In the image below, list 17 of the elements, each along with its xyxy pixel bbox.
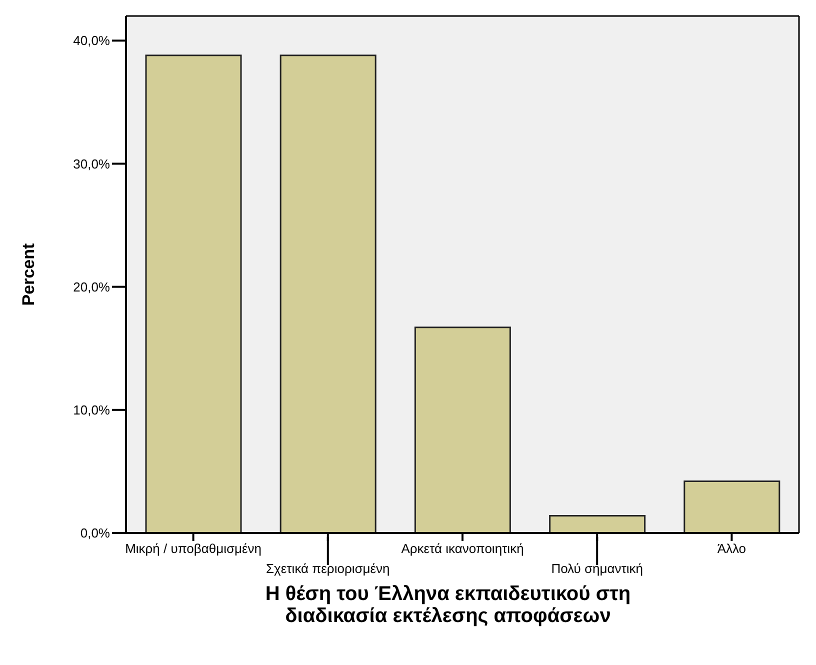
y-tick-label: 10,0% [73,402,110,418]
y-axis-title: Percent [19,242,38,306]
x-tick-label: Μικρή / υποβαθμισμένη [125,541,262,556]
y-tick-label: 40,0% [73,33,110,48]
x-tick-label: Αρκετά ικανοποιητική [401,541,524,556]
x-tick-label: Άλλο [717,541,746,556]
y-tick-label: 20,0% [73,279,110,294]
x-tick-label: Σχετικά περιορισμένη [266,561,390,576]
y-tick-label: 30,0% [73,156,110,172]
bar [145,54,242,533]
bar [414,326,511,533]
y-tick-label: 0,0% [80,526,110,541]
x-tick-label: Πολύ σημαντική [551,561,643,576]
bar [280,54,376,533]
x-axis-title: Η θέση του Έλληνα εκπαιδευτικού στη διαδικασία εκτέλεσης αποφάσεων [264,583,632,627]
bar [684,480,780,533]
bar [549,515,646,533]
